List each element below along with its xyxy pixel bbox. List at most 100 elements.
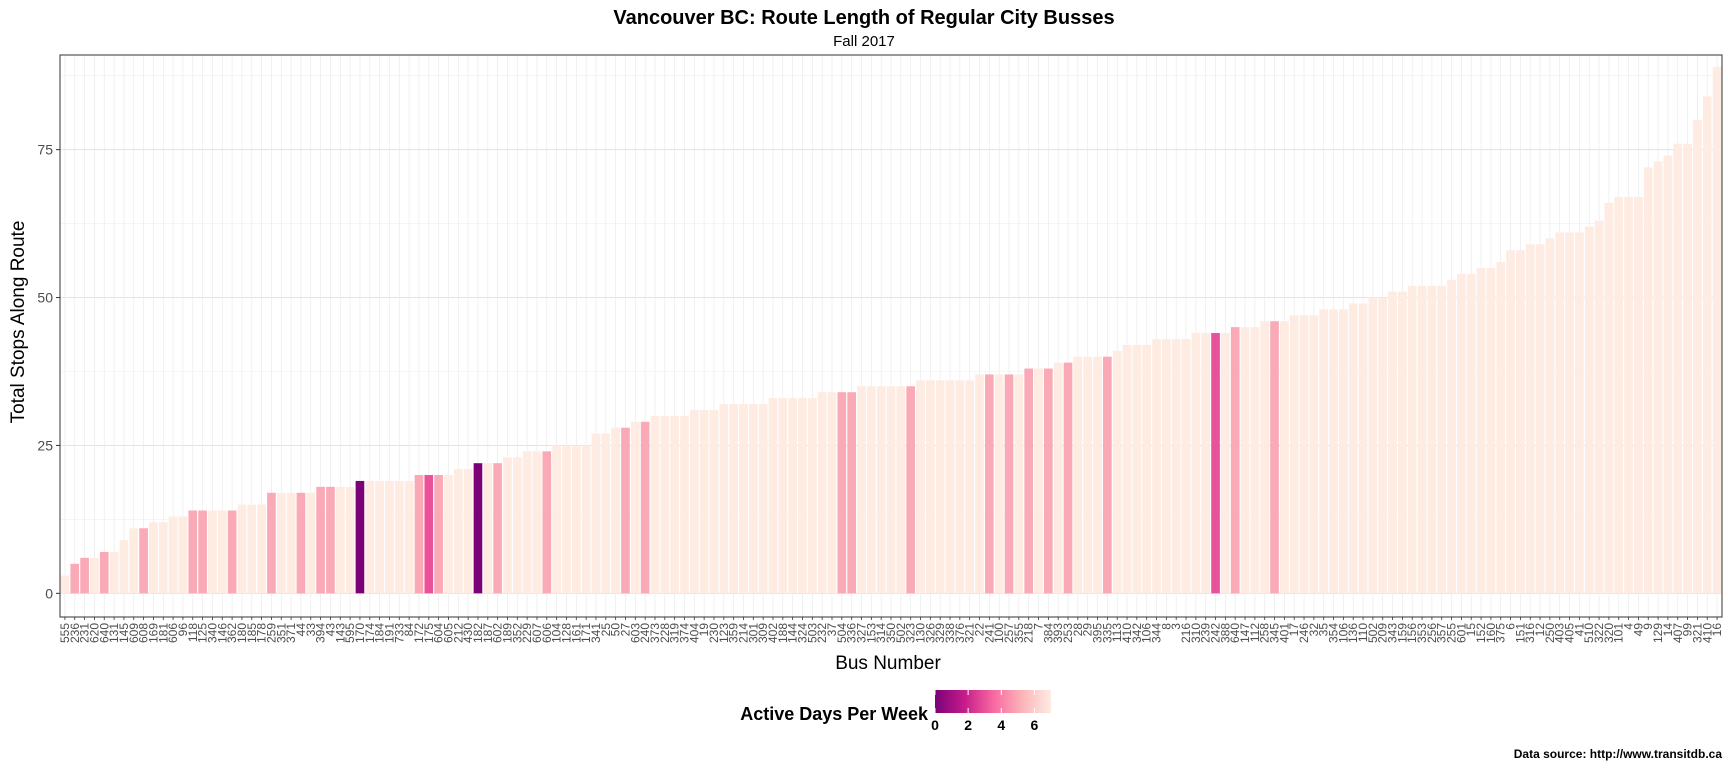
bar — [1378, 297, 1388, 594]
x-tick-label: 113 — [1110, 623, 1124, 642]
bar — [837, 392, 847, 594]
x-tick-label: 131 — [107, 623, 121, 643]
y-tick-label: 25 — [37, 437, 53, 453]
bar — [827, 392, 837, 594]
bar — [276, 492, 286, 594]
bar — [70, 563, 80, 594]
bar — [916, 380, 925, 594]
data-source-caption: Data source: http://www.transitdb.ca — [1514, 747, 1723, 761]
x-tick-label: 84 — [402, 623, 416, 637]
x-tick-label: 189 — [500, 623, 514, 643]
bar — [1506, 250, 1515, 594]
bar — [876, 386, 886, 594]
bar — [247, 504, 257, 594]
x-tick-label: 17 — [1287, 623, 1301, 637]
x-tick-label: 336 — [845, 623, 859, 643]
x-tick-label: 375 — [1494, 623, 1508, 643]
bar — [1516, 250, 1525, 594]
bar — [611, 427, 620, 594]
bar — [1702, 96, 1712, 594]
bar — [542, 451, 552, 594]
bar — [748, 404, 758, 594]
bar — [355, 480, 365, 594]
bar — [139, 528, 148, 594]
x-tick-label: 502 — [1366, 623, 1380, 643]
x-tick-label: 321 — [1690, 623, 1704, 643]
x-tick-label: 242 — [1209, 623, 1223, 643]
x-tick-label: 130 — [914, 623, 928, 643]
bar — [90, 557, 99, 594]
legend-tick-label: 4 — [997, 717, 1005, 733]
x-tick-label: 326 — [923, 623, 937, 643]
x-tick-label: 27 — [618, 623, 632, 637]
x-tick-label: 231 — [78, 623, 92, 643]
legend-title: Active Days Per Week — [740, 704, 929, 724]
bar — [709, 409, 719, 594]
x-tick-label: 44 — [294, 623, 308, 637]
x-tick-label: 609 — [127, 623, 141, 643]
bar — [906, 386, 915, 594]
x-tick-label: 602 — [491, 623, 505, 643]
bar — [1683, 143, 1692, 594]
bar — [424, 475, 434, 594]
bar — [512, 457, 522, 594]
bar — [650, 415, 660, 594]
bar — [1181, 338, 1191, 594]
x-tick-label: 640 — [97, 623, 111, 643]
x-tick-label: 159 — [1395, 623, 1409, 643]
bar — [1201, 333, 1211, 594]
x-tick-label: 156 — [1405, 623, 1419, 643]
y-axis-title: Total Stops Along Route — [8, 221, 29, 424]
bar — [1014, 374, 1024, 594]
x-tick-label: 99 — [1681, 623, 1695, 637]
bar — [1466, 273, 1476, 594]
x-tick-label: 43 — [323, 623, 337, 637]
bar — [1093, 356, 1102, 594]
x-tick-label: 608 — [137, 623, 151, 643]
x-tick-label: 601 — [1454, 623, 1468, 643]
bar — [1653, 161, 1663, 594]
bar — [178, 516, 188, 594]
x-tick-label: 29 — [1081, 623, 1095, 637]
bar — [217, 510, 227, 594]
x-tick-label: 503 — [805, 623, 819, 643]
bar — [552, 445, 561, 594]
bar — [660, 415, 670, 594]
x-tick-label: 344 — [1150, 623, 1164, 643]
bar — [1103, 356, 1112, 594]
x-tick-label: 216 — [1179, 623, 1193, 643]
bar — [985, 374, 994, 594]
bar — [522, 451, 532, 594]
x-tick-label: 153 — [864, 623, 878, 643]
legend-tick-label: 2 — [964, 717, 972, 733]
bar — [689, 409, 699, 594]
x-tick-label: 395 — [1091, 623, 1105, 643]
bar — [1152, 338, 1161, 594]
x-tick-label: 128 — [559, 623, 573, 643]
x-tick-label: 218 — [1022, 623, 1036, 643]
x-tick-label: 96 — [176, 623, 190, 637]
bar — [326, 486, 335, 594]
x-tick-label: 607 — [530, 623, 544, 643]
bar — [1299, 315, 1309, 594]
x-tick-label: 145 — [117, 623, 131, 643]
bar — [1663, 155, 1673, 594]
bar — [1112, 350, 1122, 594]
x-tick-label: 3 — [1169, 623, 1183, 630]
bar — [601, 433, 611, 594]
bar — [739, 404, 748, 594]
x-tick-label: 50 — [609, 623, 623, 637]
x-tick-label: 345 — [1268, 623, 1282, 643]
x-tick-label: 322 — [1592, 623, 1606, 643]
x-tick-label: 359 — [727, 623, 741, 643]
bar — [158, 522, 168, 594]
bar — [847, 392, 856, 594]
x-tick-label: 321 — [963, 623, 977, 643]
x-tick-label: 214 — [736, 623, 750, 643]
x-tick-label: 22 — [973, 623, 987, 637]
x-tick-label: 15 — [1464, 623, 1478, 637]
bar — [1417, 285, 1427, 594]
bar — [768, 398, 778, 594]
bar — [1348, 303, 1358, 594]
x-tick-label: 181 — [156, 623, 170, 643]
